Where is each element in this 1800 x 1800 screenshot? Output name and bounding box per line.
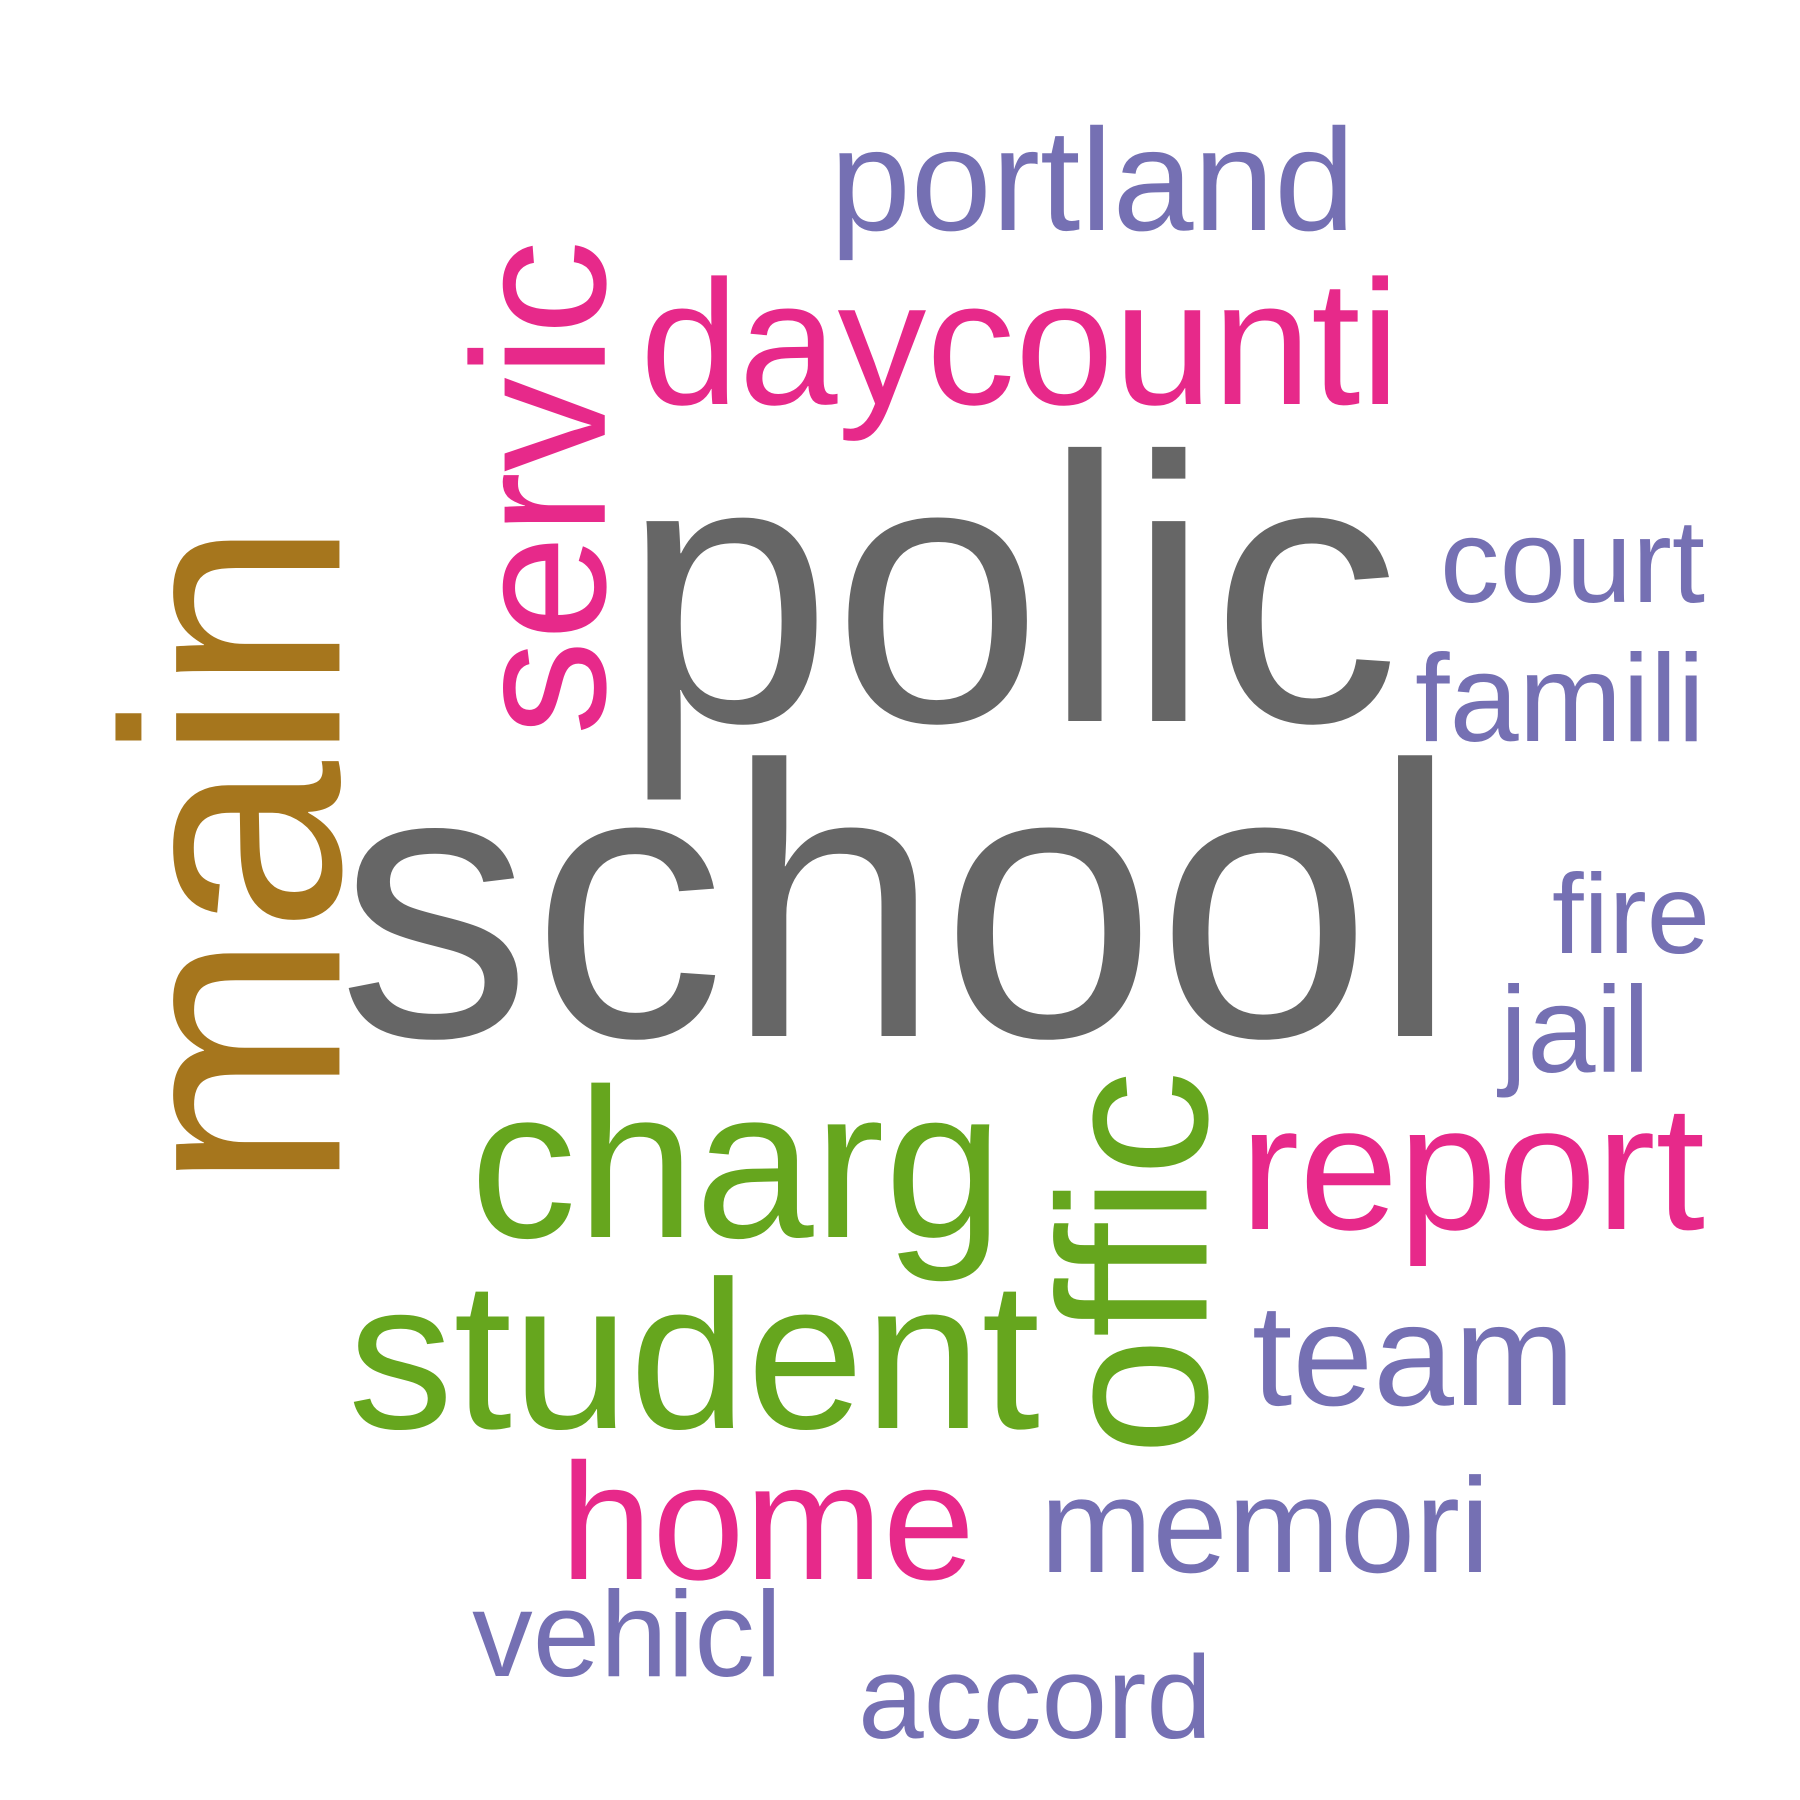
word-student: student <box>347 1236 1041 1473</box>
word-portland: portland <box>830 98 1356 262</box>
word-jail: jail <box>1500 962 1651 1100</box>
word-court: court <box>1440 494 1705 628</box>
word-charg: charg <box>470 1044 1004 1283</box>
word-daycounti: daycounti <box>640 242 1400 442</box>
word-school: school <box>337 685 1459 1119</box>
word-offic: offic <box>1014 1070 1252 1455</box>
word-report: report <box>1240 1067 1705 1267</box>
word-servic: servic <box>433 239 646 736</box>
word-vehicl: vehicl <box>472 1566 782 1703</box>
word-team: team <box>1252 1273 1576 1437</box>
word-accord: accord <box>858 1630 1212 1763</box>
word-famili: famili <box>1415 628 1706 768</box>
word-main: main <box>58 520 405 1191</box>
word-fire: fire <box>1552 851 1710 979</box>
word-memori: memori <box>1040 1449 1491 1601</box>
word-home: home <box>560 1429 975 1615</box>
word-polic: polic <box>622 379 1401 802</box>
